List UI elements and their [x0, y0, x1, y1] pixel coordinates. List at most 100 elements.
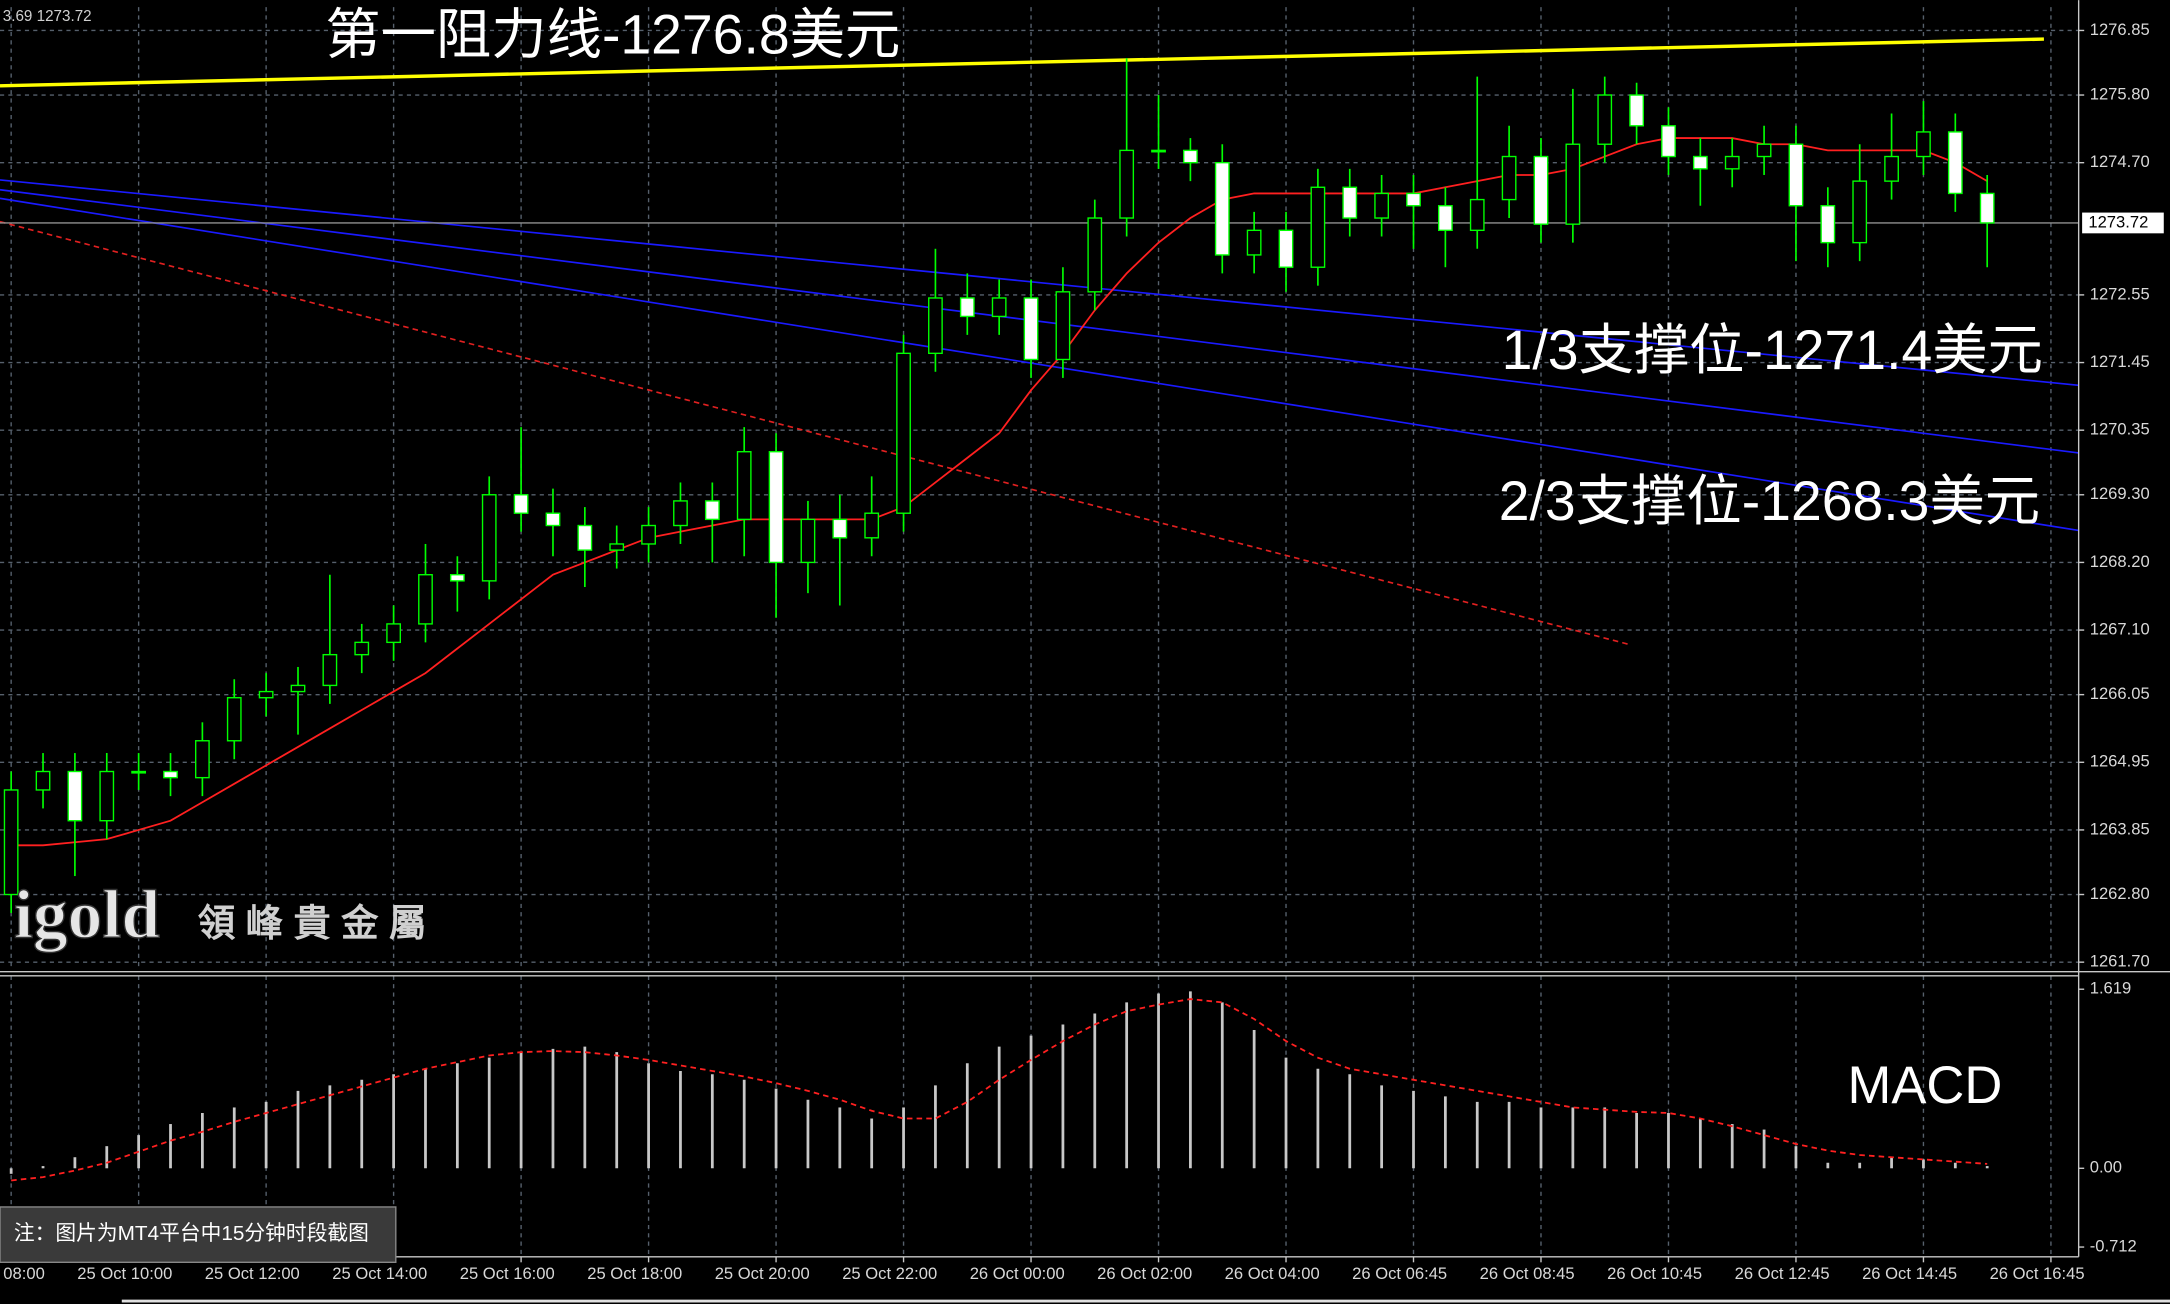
- note-box: [0, 1206, 397, 1264]
- candle-body: [481, 494, 497, 582]
- candle-body: [896, 352, 911, 514]
- logo-name: 領 峰 貴 金 屬: [198, 902, 426, 944]
- candle-body: [322, 653, 338, 687]
- candle-body: [1916, 131, 1931, 158]
- candle-body: [1119, 149, 1135, 219]
- y-tick-label: 1271.45: [2090, 352, 2150, 371]
- candle-body: [1692, 155, 1708, 170]
- y-tick-label: 1266.05: [2090, 684, 2150, 703]
- candle-body: [832, 518, 848, 539]
- candle-body: [1724, 155, 1740, 170]
- candle-body: [1310, 186, 1326, 268]
- candle-body: [1087, 217, 1103, 293]
- candle-body: [736, 451, 752, 521]
- annotation: 1/3支撑位-1271.4美元: [1502, 319, 2043, 381]
- y-tick-label: 1262.80: [2090, 884, 2150, 903]
- candle-body: [928, 297, 943, 355]
- candle-body: [1597, 94, 1613, 145]
- candle-body: [800, 518, 816, 564]
- trend-line: [0, 179, 2079, 387]
- candle-body: [418, 574, 433, 625]
- candle-body: [609, 543, 625, 551]
- candle-body: [354, 641, 370, 656]
- candle-body: [991, 297, 1007, 318]
- x-tick-label: 26 Oct 10:45: [1607, 1264, 1702, 1283]
- candle-body: [768, 451, 784, 564]
- candle-body: [545, 512, 561, 527]
- x-tick-label: 26 Oct 00:00: [970, 1264, 1065, 1283]
- trend-line: [0, 188, 2079, 454]
- annotation: 第一阻力线-1276.8美元: [325, 4, 900, 66]
- candle-body: [1629, 94, 1644, 127]
- x-tick-label: 25 Oct 22:00: [842, 1264, 937, 1283]
- x-tick-label: 26 Oct 02:00: [1097, 1264, 1192, 1283]
- trend-line: [0, 197, 2079, 532]
- moving-average: [11, 137, 1988, 847]
- price-label: 1273.72: [2088, 212, 2148, 231]
- trend-line: [0, 37, 2044, 88]
- candle-body: [1278, 229, 1294, 268]
- candle-body: [1756, 143, 1772, 158]
- candle-body: [1661, 125, 1676, 158]
- candle-body: [959, 297, 975, 318]
- y-tick-label: 1267.10: [2090, 619, 2150, 638]
- candle-body: [131, 770, 147, 774]
- x-tick-label: 26 Oct 16:45: [1990, 1264, 2085, 1283]
- candle-body: [226, 697, 242, 742]
- price-pane: [0, 37, 2079, 913]
- y-tick-label: 1270.35: [2090, 420, 2150, 439]
- candle-body: [1342, 186, 1358, 219]
- candle-body: [1214, 161, 1230, 256]
- signal-line: [11, 998, 1988, 1182]
- y-tick-label: 1261.70: [2090, 952, 2150, 971]
- candle-body: [1055, 291, 1071, 361]
- candle-body: [99, 770, 115, 822]
- y-tick-label: 1268.20: [2090, 552, 2150, 571]
- note-text: 注：图片为MT4平台中15分钟时段截图: [14, 1222, 369, 1245]
- candle-body: [1406, 192, 1421, 207]
- candle-body: [1947, 131, 1963, 195]
- info-text: 3.69 1273.72: [3, 8, 92, 25]
- candle-body: [67, 770, 83, 822]
- candle-body: [3, 789, 19, 896]
- candle-body: [864, 512, 880, 539]
- candle-body: [1852, 180, 1868, 244]
- candle-body: [513, 494, 529, 514]
- y2-tick-label: 1.619: [2090, 979, 2132, 998]
- y-tick-label: 1264.95: [2090, 752, 2150, 771]
- y-tick-label: 1274.70: [2090, 152, 2150, 171]
- candle-body: [1437, 205, 1453, 232]
- candle-body: [1820, 205, 1836, 244]
- candle-body: [1023, 297, 1039, 361]
- y-tick-label: 1272.55: [2090, 284, 2150, 303]
- candle-body: [1151, 149, 1166, 153]
- candle-body: [641, 524, 656, 545]
- candle-body: [1788, 143, 1804, 207]
- y2-tick-label: -0.712: [2090, 1236, 2137, 1255]
- x-tick-label: 25 Oct 08:00: [0, 1264, 45, 1283]
- candle-body: [1246, 229, 1262, 256]
- candle-body: [1884, 155, 1899, 182]
- candle-body: [673, 500, 688, 527]
- macd-pane: [9, 991, 1989, 1182]
- x-tick-label: 25 Oct 14:00: [332, 1264, 427, 1283]
- annotation: 2/3支撑位-1268.3美元: [1499, 470, 2040, 532]
- candle-body: [194, 740, 210, 779]
- x-tick-label: 26 Oct 14:45: [1862, 1264, 1957, 1283]
- x-tick-label: 26 Oct 06:45: [1352, 1264, 1447, 1283]
- x-tick-label: 25 Oct 18:00: [587, 1264, 682, 1283]
- candle-body: [1533, 155, 1549, 225]
- x-tick-label: 26 Oct 08:45: [1480, 1264, 1575, 1283]
- candle-body: [1979, 192, 1995, 224]
- candle-body: [1501, 155, 1517, 201]
- x-tick-label: 25 Oct 16:00: [460, 1264, 555, 1283]
- candle-body: [35, 770, 51, 791]
- y-tick-label: 1275.80: [2090, 84, 2150, 103]
- y-tick-label: 1269.30: [2090, 484, 2150, 503]
- candle-body: [290, 684, 306, 693]
- x-tick-label: 25 Oct 10:00: [77, 1264, 172, 1283]
- candle-body: [704, 500, 720, 521]
